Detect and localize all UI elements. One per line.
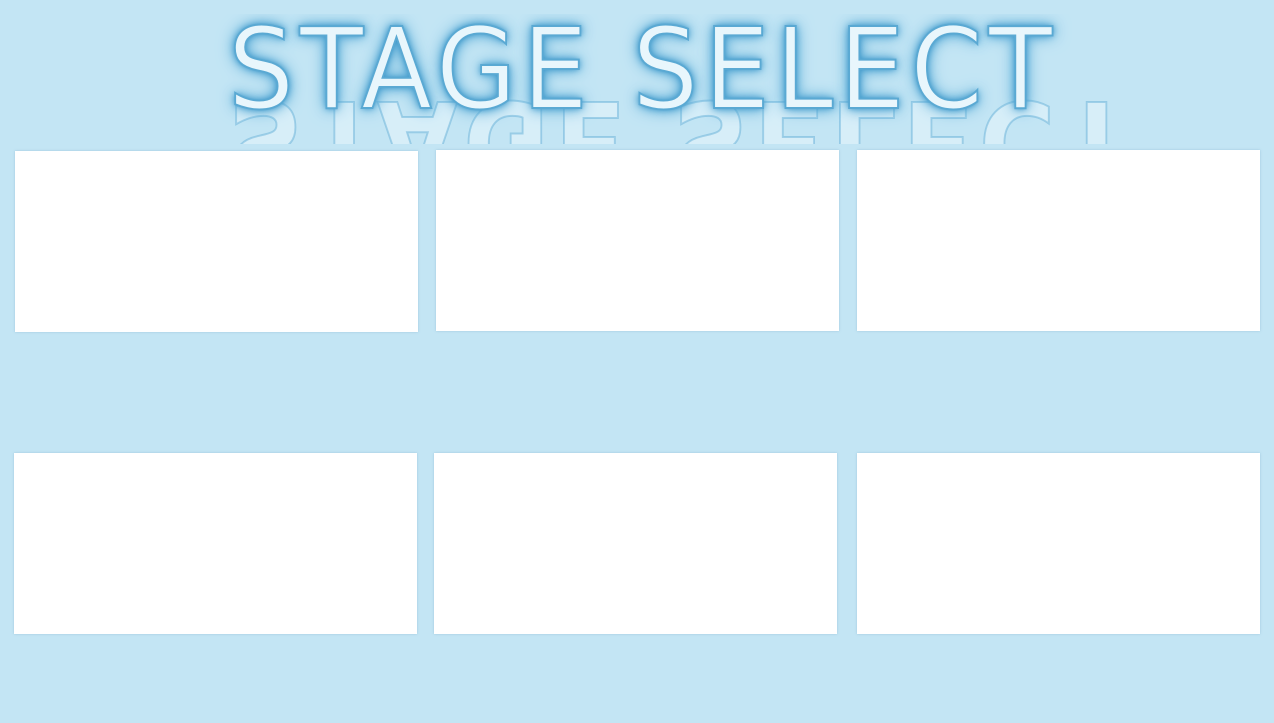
stage-card-6[interactable] [857, 453, 1260, 634]
page-title: STAGE SELECT [227, 14, 1058, 135]
stage-card-2[interactable] [436, 150, 839, 331]
title-area: STAGE SELECT STAGE SELECT [0, 14, 1274, 144]
stage-card-1[interactable] [15, 151, 418, 332]
stage-card-3[interactable] [857, 150, 1260, 331]
stage-card-5[interactable] [434, 453, 837, 634]
stage-card-4[interactable] [14, 453, 417, 634]
